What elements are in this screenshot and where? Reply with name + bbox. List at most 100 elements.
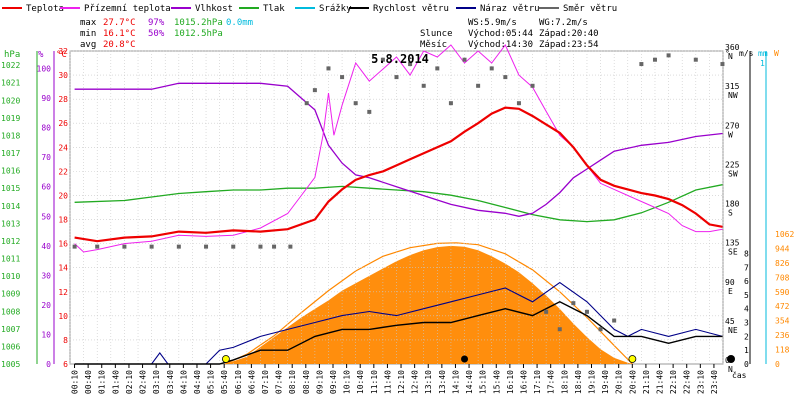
hpa-tick-label: 1017 [1,149,20,158]
ground-temperature-line [74,44,723,253]
humidity-tick-label: 0 [46,360,51,369]
x-tick-label: 08:10 [288,370,297,394]
temp-tick-label: 8 [63,336,68,345]
legend-label: Rychlost větru [373,4,449,14]
stat-value: 20.8°C [103,40,136,50]
direction-tick-label: W [728,130,733,139]
radiation-tick-label: 236 [775,331,790,340]
wind-gust-line [74,281,723,365]
legend-label: Srážky [319,4,352,14]
hpa-tick-label: 1015 [1,184,20,193]
direction-tick-degree: 90 [725,278,735,287]
direction-tick-label: N [728,52,733,61]
hpa-tick-label: 1014 [1,202,20,211]
legend-label: Náraz větru [480,4,540,14]
x-tick-label: 07:40 [275,370,284,394]
wind-direction-point [652,57,657,62]
wind-direction-point [503,75,508,80]
stat-label: min [80,29,96,39]
x-tick-label: 18:10 [560,370,569,394]
wind-direction-point [462,57,467,62]
wind-direction-point [639,62,644,67]
temp-tick-label: 16 [58,240,68,249]
x-tick-label: 23:10 [696,370,705,394]
humidity-tick-label: 60 [41,183,51,192]
wind-direction-point [435,66,440,71]
hpa-tick-label: 1016 [1,167,20,176]
hpa-tick-label: 1012 [1,237,20,246]
moonset-value: Západ:23:54 [539,40,599,50]
wind-direction-point [666,53,671,58]
stat-value: 1012.5hPa [174,29,223,39]
solar-radiation-area [225,245,633,364]
wind-speed-tick-label: 1 [744,346,749,355]
temp-tick-label: 30 [58,71,68,80]
wind-direction-point [312,88,317,93]
legend-label: Směr větru [563,4,617,14]
direction-tick-label: SE [728,248,738,257]
humidity-line [74,82,723,217]
x-tick-label: 11:40 [383,370,392,394]
wind-direction-point [394,75,399,80]
wind-direction-point [421,83,426,88]
x-tick-label: 07:10 [261,370,270,394]
hpa-tick-label: 1011 [1,255,20,264]
wind-direction-point [448,101,453,106]
rain-tick-label: 1 [760,59,765,68]
humidity-tick-label: 20 [41,301,51,310]
moon-phase-icon [727,355,735,363]
x-tick-label: 01:40 [111,370,120,394]
hpa-tick-label: 1020 [1,96,20,105]
humidity-tick-label: 50 [41,212,51,221]
temp-tick-label: 26 [58,119,68,128]
direction-tick-label: S [728,209,733,218]
x-tick-label: 17:40 [547,370,556,394]
temp-tick-label: 6 [63,360,68,369]
humidity-tick-label: 30 [41,271,51,280]
temp-tick-label: 28 [58,95,68,104]
direction-axis-unit: ° [725,49,730,58]
direction-tick-degree: 0 [725,356,730,365]
hpa-axis-unit: hPa [4,50,20,60]
x-tick-label: 10:10 [343,370,352,394]
hpa-tick-label: 1010 [1,272,20,281]
radiation-tick-label: 1062 [775,230,794,239]
wind-direction-point [272,244,277,249]
direction-tick-label: N [728,365,733,374]
humidity-tick-label: 10 [41,330,51,339]
x-tick-label: 19:40 [601,370,610,394]
x-tick-label: 17:10 [533,370,542,394]
x-tick-label: 02:40 [139,370,148,394]
x-tick-label: 20:10 [615,370,624,394]
x-tick-label: 13:10 [424,370,433,394]
x-tick-label: 03:40 [166,370,175,394]
legend-label: Přízemní teplota [84,4,171,14]
sun-marker-icon [222,355,230,363]
wind-direction-point [258,244,263,249]
radiation-tick-label: 354 [775,317,790,326]
humidity-tick-label: 100 [37,65,52,74]
wind-direction-point [288,244,293,249]
radiation-axis-unit: W [774,49,779,58]
wind-speed-tick-label: 8 [744,249,749,258]
x-tick-label: 04:40 [193,370,202,394]
wind-direction-point [571,301,576,306]
x-tick-label: 21:40 [656,370,665,394]
rain-axis-unit: mm [758,49,768,58]
hpa-tick-label: 1007 [1,325,20,334]
x-tick-label: 16:10 [506,370,515,394]
wind-speed-info: WS:5.9m/s [468,18,517,28]
hpa-tick-label: 1021 [1,79,20,88]
hpa-tick-label: 1022 [1,61,20,70]
wind-direction-point [408,62,413,67]
wind-direction-point [204,244,209,249]
stat-value: 0.0mm [226,18,253,28]
temp-tick-label: 14 [58,264,68,273]
wind-speed-line [74,301,723,365]
x-tick-label: 08:40 [302,370,311,394]
sun-label: Slunce [420,29,453,39]
x-tick-label: 22:10 [669,370,678,394]
humidity-axis-unit: % [38,50,44,60]
